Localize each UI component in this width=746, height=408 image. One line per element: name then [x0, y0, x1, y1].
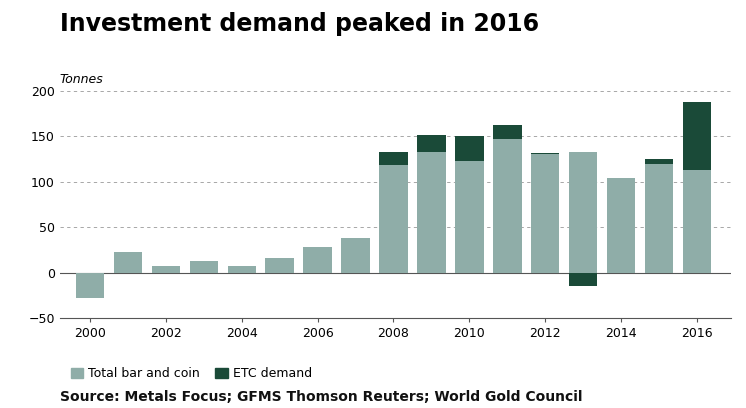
- Bar: [645, 164, 673, 273]
- Bar: [531, 153, 560, 154]
- Text: Tonnes: Tonnes: [60, 73, 104, 86]
- Bar: [493, 125, 521, 139]
- Bar: [417, 152, 445, 273]
- Bar: [113, 252, 142, 273]
- Text: Source: Metals Focus; GFMS Thomson Reuters; World Gold Council: Source: Metals Focus; GFMS Thomson Reute…: [60, 390, 582, 404]
- Bar: [645, 159, 673, 164]
- Bar: [342, 238, 370, 273]
- Bar: [151, 266, 180, 273]
- Bar: [189, 261, 218, 273]
- Bar: [493, 139, 521, 273]
- Bar: [455, 136, 483, 161]
- Bar: [266, 258, 294, 273]
- Bar: [606, 178, 636, 273]
- Bar: [569, 152, 598, 273]
- Bar: [569, 273, 598, 286]
- Bar: [379, 165, 408, 273]
- Bar: [417, 135, 445, 152]
- Bar: [379, 152, 408, 165]
- Bar: [228, 266, 256, 273]
- Bar: [455, 161, 483, 273]
- Legend: Total bar and coin, ETC demand: Total bar and coin, ETC demand: [66, 362, 317, 385]
- Bar: [683, 170, 711, 273]
- Bar: [304, 247, 332, 273]
- Bar: [683, 102, 711, 170]
- Text: Investment demand peaked in 2016: Investment demand peaked in 2016: [60, 12, 539, 36]
- Bar: [76, 273, 104, 298]
- Bar: [531, 154, 560, 273]
